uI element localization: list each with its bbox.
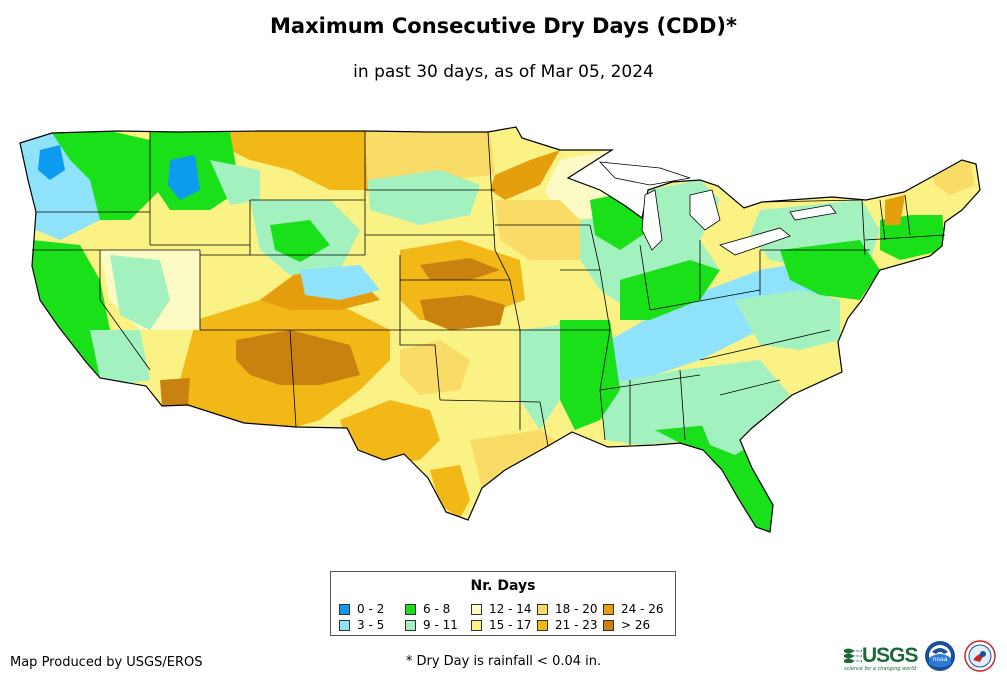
legend-swatch <box>471 603 482 615</box>
map-title: Maximum Consecutive Dry Days (CDD)* <box>270 14 737 38</box>
legend-item: 0 - 2 <box>339 601 405 617</box>
legend-item: 9 - 11 <box>405 617 471 633</box>
legend-label: 21 - 23 <box>555 618 598 632</box>
legend-grid: 0 - 2 3 - 5 6 - 8 9 - 11 12 - 14 15 - 17… <box>339 601 669 633</box>
legend-swatch <box>339 603 350 615</box>
usgs-tagline: science for a changing world <box>844 666 916 672</box>
legend-label: 0 - 2 <box>357 602 385 616</box>
legend-label: 6 - 8 <box>423 602 451 616</box>
legend-title: Nr. Days <box>470 578 536 594</box>
dry-day-footnote: * Dry Day is rainfall < 0.04 in. <box>405 654 602 669</box>
agency-logos: USGS science for a changing world noaa <box>842 640 1002 676</box>
legend-swatch <box>537 619 548 631</box>
map-subtitle: in past 30 days, as of Mar 05, 2024 <box>353 62 654 82</box>
legend-label: 18 - 20 <box>555 602 598 616</box>
legend-label: 9 - 11 <box>423 618 458 632</box>
map-credit: Map Produced by USGS/EROS <box>10 655 203 670</box>
usgs-logo: USGS science for a changing world <box>842 644 919 672</box>
legend-item: 15 - 17 <box>471 617 537 633</box>
legend-swatch <box>405 619 416 631</box>
legend-item: 12 - 14 <box>471 601 537 617</box>
legend-item: 18 - 20 <box>537 601 603 617</box>
legend-swatch <box>603 619 614 631</box>
legend-label: > 26 <box>621 618 651 632</box>
legend-swatch <box>603 603 614 615</box>
usgs-wave-icon <box>844 648 862 663</box>
legend-item: 24 - 26 <box>603 601 669 617</box>
legend-item: 21 - 23 <box>537 617 603 633</box>
legend-swatch <box>405 603 416 615</box>
legend-label: 15 - 17 <box>489 618 532 632</box>
legend-item: 3 - 5 <box>339 617 405 633</box>
cdd-map <box>19 126 981 533</box>
noaa-logo-icon: noaa <box>925 641 955 671</box>
nws-logo-icon <box>964 640 996 672</box>
legend-item: 6 - 8 <box>405 601 471 617</box>
legend-label: 24 - 26 <box>621 602 664 616</box>
noaa-logo-text: noaa <box>933 656 948 663</box>
legend: Nr. Days 0 - 2 3 - 5 6 - 8 9 - 11 12 - 1… <box>330 571 676 636</box>
legend-swatch <box>471 619 482 631</box>
legend-swatch <box>339 619 350 631</box>
legend-item: > 26 <box>603 617 669 633</box>
legend-label: 12 - 14 <box>489 602 532 616</box>
legend-label: 3 - 5 <box>357 618 385 632</box>
legend-swatch <box>537 603 548 615</box>
usgs-logo-text: USGS <box>862 644 919 667</box>
